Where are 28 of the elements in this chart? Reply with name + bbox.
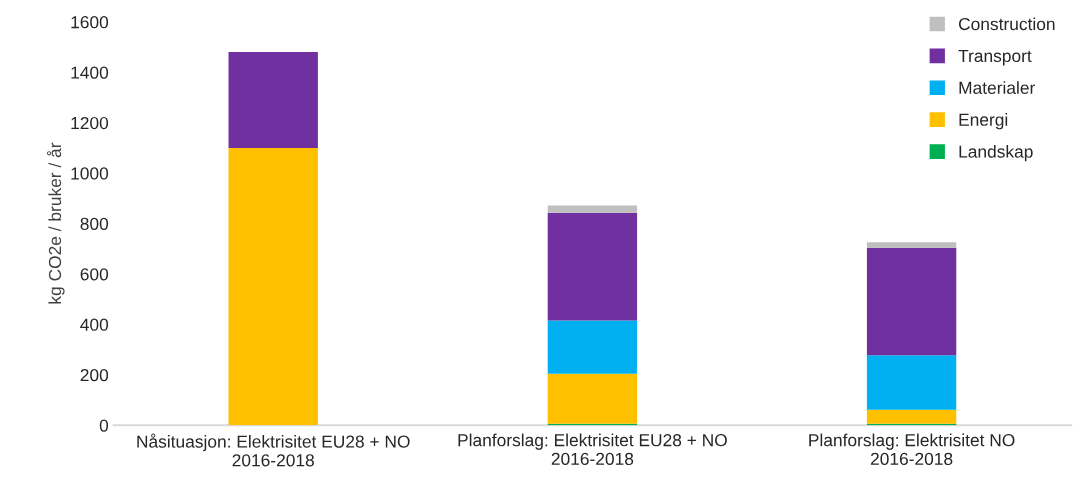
y-tick-label: 600 [80,268,109,281]
bar [866,247,957,356]
y-tick-label: 400 [80,318,109,331]
bar [547,320,638,374]
legend-label: Materialer [959,81,1035,94]
bar [228,52,318,148]
y-tick-label: 1200 [71,116,109,130]
bar [866,242,957,248]
bar [866,355,957,410]
y-tick-label: 0 [99,419,109,432]
bar [547,373,638,424]
bar [866,409,957,424]
legend-label: Construction [958,17,1055,31]
y-tick-label: 200 [80,369,109,382]
legend-label: Energi [959,113,1008,130]
y-tick-label: 1600 [71,16,109,29]
bar [547,212,638,321]
bar [547,205,638,213]
y-axis-title: kg CO2e / bruker / år [46,142,65,304]
x-tick-label: Planforslag: Elektrisitet NO 2016-2018 [809,433,1015,466]
y-tick-label: 1400 [71,66,109,79]
x-tick-label: Planforslag: Elektrisitet EU28 + NO 2016-2018 [458,433,727,466]
legend-label: Landskap [959,145,1033,162]
y-tick-label: 800 [80,217,109,231]
x-tick-label: Nåsituasjon: Elektrisitet EU28 + NO 2016-2018 [137,433,410,467]
y-tick-label: 1000 [71,167,109,180]
legend-label: Transport [958,49,1032,66]
bar [228,147,318,426]
